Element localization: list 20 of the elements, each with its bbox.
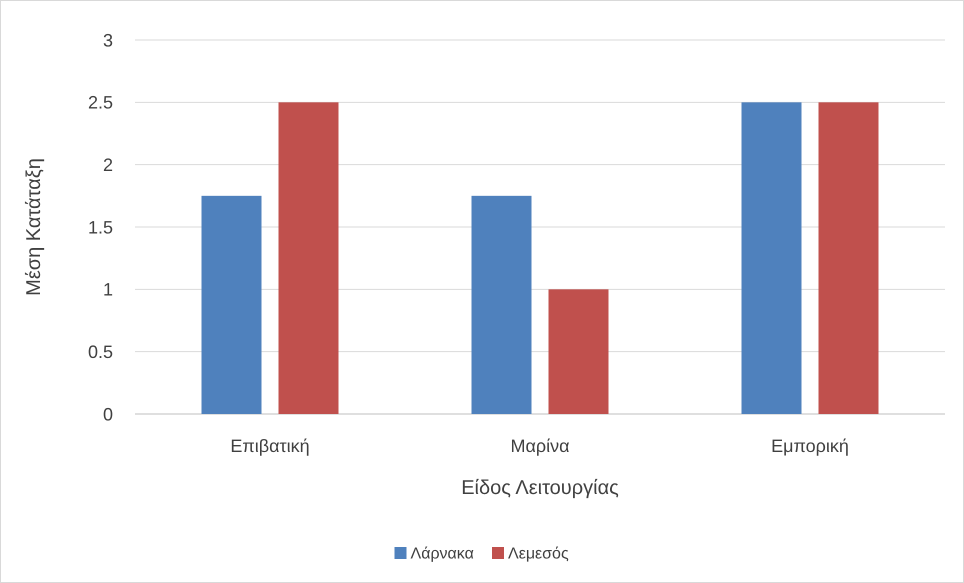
bar [742, 102, 802, 414]
y-tick-label: 0 [102, 404, 113, 424]
x-tick-label: Εμπορική [771, 436, 849, 456]
bar [278, 102, 338, 414]
y-tick-label: 0.5 [88, 342, 113, 362]
bar [548, 289, 608, 414]
x-tick-label: Μαρίνα [510, 436, 570, 456]
x-axis-title: Είδος Λειτουργίας [461, 477, 620, 499]
y-tick-label: 1.5 [88, 217, 113, 238]
y-tick-label: 2 [102, 154, 113, 175]
legend-label: Λάρνακα [410, 546, 474, 563]
y-tick-label: 3 [102, 30, 113, 50]
bar [472, 196, 532, 414]
bar [818, 102, 878, 414]
legend-label: Λεμεσός [508, 546, 569, 563]
y-tick-label: 1 [102, 280, 113, 300]
x-tick-label: Επιβατική [230, 436, 310, 456]
y-tick-label: 2.5 [88, 92, 113, 113]
y-axis-title: Μέση Κατάταξη [23, 158, 45, 296]
bar [202, 196, 262, 414]
